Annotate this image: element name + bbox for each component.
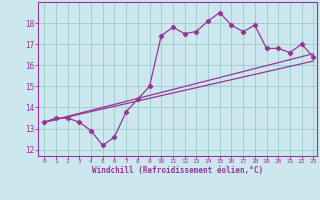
X-axis label: Windchill (Refroidissement éolien,°C): Windchill (Refroidissement éolien,°C) [92,166,263,175]
